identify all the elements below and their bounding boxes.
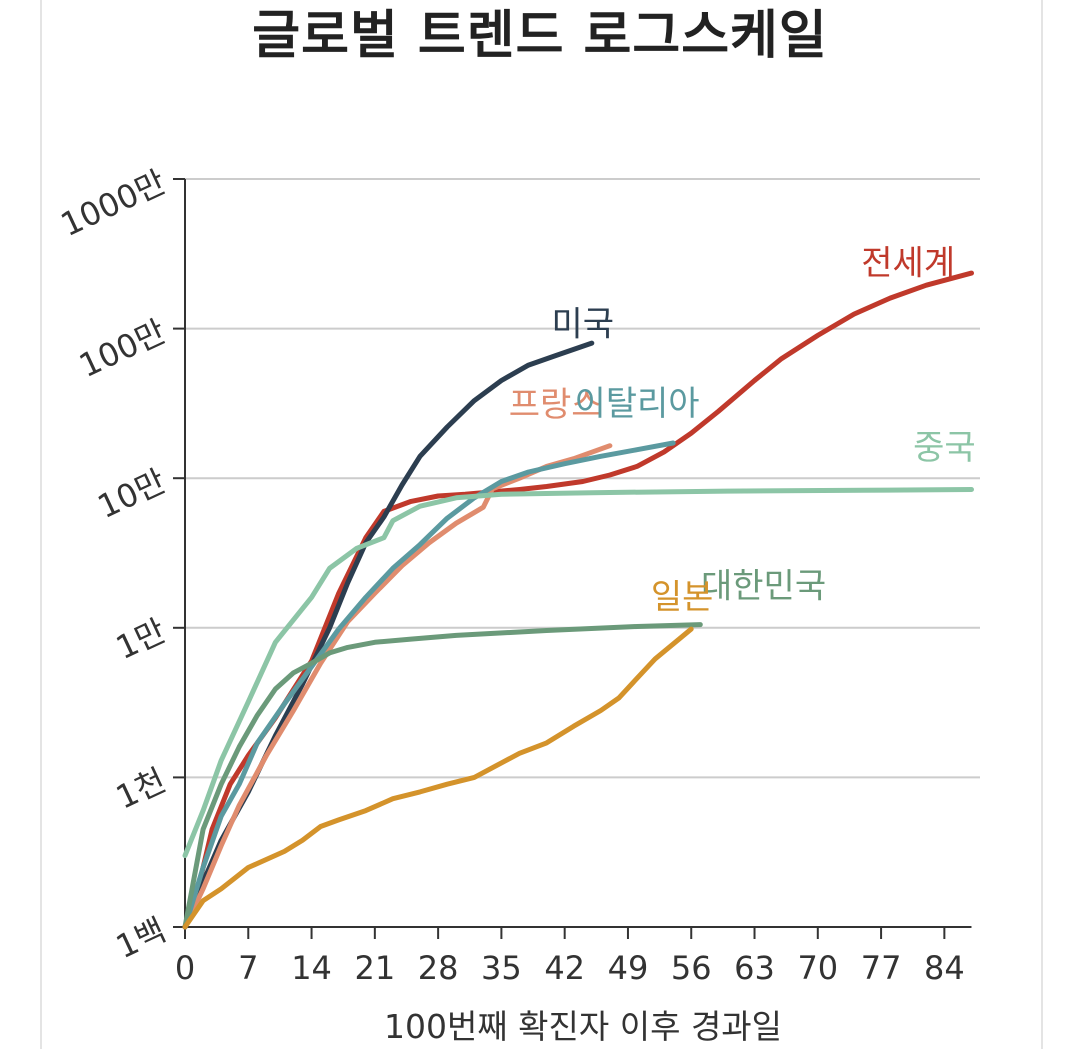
x-tick-label: 42 <box>544 949 585 987</box>
series-label: 중국 <box>913 428 976 468</box>
series-label: 대한민국 <box>701 566 826 606</box>
y-tick-label: 10만 <box>92 462 172 526</box>
series-lines <box>182 270 974 930</box>
chart-title: 글로벌 트렌드 로그스케일 <box>252 6 828 66</box>
y-tick-label: 1만 <box>110 611 171 666</box>
series-line <box>182 340 595 930</box>
x-tick-label: 0 <box>175 949 195 987</box>
x-tick-label: 63 <box>734 949 775 987</box>
y-tick-label: 1천 <box>110 761 171 816</box>
x-tick-label: 14 <box>291 949 332 987</box>
axes: 1백 1천 1만 10만 100만 1000만 0 7 14 21 28 35 42 49 56 63 70 77… <box>55 163 972 987</box>
series-label: 전세계 <box>861 243 955 283</box>
series-line <box>182 487 974 859</box>
x-axis-label: 100번째 확진자 이후 경과일 <box>384 1007 782 1046</box>
series-label: 미국 <box>551 304 614 344</box>
series-label: 일본 <box>651 577 714 617</box>
series-label: 이탈리아 <box>574 384 699 424</box>
x-tick-label: 56 <box>671 949 712 987</box>
y-tick-label: 100만 <box>73 312 171 385</box>
x-tick-label: 28 <box>418 949 459 987</box>
x-tick-label: 84 <box>924 949 965 987</box>
series-line <box>182 622 703 930</box>
frame-border-left <box>40 0 42 1049</box>
y-tick-label: 1백 <box>110 911 171 966</box>
x-tick-label: 35 <box>481 949 522 987</box>
frame-border-right <box>1041 0 1043 1049</box>
series-label: 프랑스 <box>509 385 603 425</box>
x-tick-label: 77 <box>861 949 902 987</box>
y-tick-label: 1000만 <box>55 163 172 244</box>
x-tick-label: 49 <box>608 949 649 987</box>
series-line <box>182 626 694 930</box>
series-line <box>182 270 974 930</box>
x-tick-label: 70 <box>797 949 838 987</box>
x-tick-label: 7 <box>238 949 258 987</box>
series-line <box>182 443 613 930</box>
series-line <box>182 440 676 930</box>
x-tick-label: 21 <box>354 949 395 987</box>
